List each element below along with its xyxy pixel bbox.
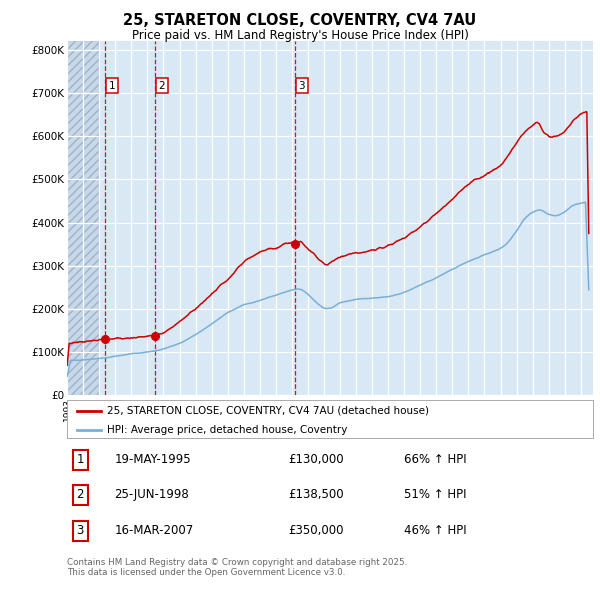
Text: Price paid vs. HM Land Registry's House Price Index (HPI): Price paid vs. HM Land Registry's House … (131, 30, 469, 42)
Text: 25, STARETON CLOSE, COVENTRY, CV4 7AU (detached house): 25, STARETON CLOSE, COVENTRY, CV4 7AU (d… (107, 406, 428, 416)
Text: 16-MAR-2007: 16-MAR-2007 (115, 525, 194, 537)
Text: 51% ↑ HPI: 51% ↑ HPI (404, 489, 466, 502)
Text: 3: 3 (298, 81, 305, 90)
Text: 3: 3 (77, 525, 84, 537)
Text: 2: 2 (158, 81, 165, 90)
Text: 25-JUN-1998: 25-JUN-1998 (115, 489, 189, 502)
Bar (67, 41, 99, 395)
Text: 19-MAY-1995: 19-MAY-1995 (115, 454, 191, 467)
Bar (67, 41, 99, 395)
Text: 2: 2 (77, 489, 84, 502)
Text: HPI: Average price, detached house, Coventry: HPI: Average price, detached house, Cove… (107, 425, 347, 435)
Text: £350,000: £350,000 (288, 525, 343, 537)
Text: £138,500: £138,500 (288, 489, 344, 502)
Text: £130,000: £130,000 (288, 454, 344, 467)
Text: 25, STARETON CLOSE, COVENTRY, CV4 7AU: 25, STARETON CLOSE, COVENTRY, CV4 7AU (124, 13, 476, 28)
Text: Contains HM Land Registry data © Crown copyright and database right 2025.
This d: Contains HM Land Registry data © Crown c… (67, 558, 407, 577)
Text: 1: 1 (77, 454, 84, 467)
Text: 66% ↑ HPI: 66% ↑ HPI (404, 454, 466, 467)
Text: 46% ↑ HPI: 46% ↑ HPI (404, 525, 466, 537)
Text: 1: 1 (109, 81, 115, 90)
